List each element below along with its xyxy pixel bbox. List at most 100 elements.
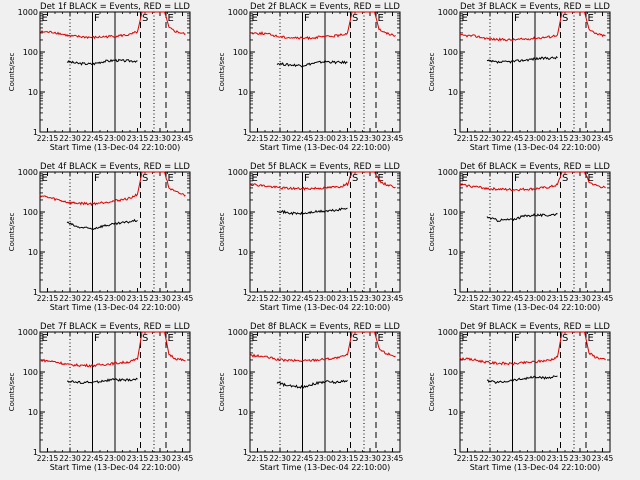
x-tick-label: 23:45 xyxy=(592,134,614,143)
series-line-events xyxy=(486,375,558,385)
x-tick-label: 22:30 xyxy=(59,454,81,463)
event-marker-label: E xyxy=(42,13,48,24)
x-tick-label: 22:15 xyxy=(457,294,479,303)
y-tick-label: 10 xyxy=(448,408,458,417)
y-axis-label: Counts/sec xyxy=(218,373,226,412)
y-tick-label: 1000 xyxy=(18,8,38,17)
x-tick-label: 22:45 xyxy=(82,294,104,303)
detector-panel: Det 8f BLACK = Events, RED = LLD 1 10 100 10… xyxy=(218,322,404,472)
y-tick-label: 1 xyxy=(33,288,38,297)
series-line-events xyxy=(486,55,558,64)
panel-title: Det 2f BLACK = Events, RED = LLD xyxy=(250,2,400,12)
series-line-lld xyxy=(249,331,396,363)
y-tick-label: 1000 xyxy=(18,168,38,177)
event-marker-label: S xyxy=(142,13,148,24)
series-line-lld xyxy=(39,11,186,40)
y-axis-label: Counts/sec xyxy=(218,213,226,252)
x-tick-label: 23:15 xyxy=(127,134,149,143)
event-marker-label: E xyxy=(252,333,258,344)
y-tick-label: 1 xyxy=(453,448,458,457)
y-tick-label: 10 xyxy=(448,88,458,97)
x-axis-label: Start Time (13-Dec-04 22:10:00) xyxy=(50,463,181,472)
x-tick-label: 23:00 xyxy=(314,294,336,303)
x-tick-label: 23:30 xyxy=(569,454,591,463)
y-tick-label: 100 xyxy=(443,208,458,217)
detector-panel: Det 7f BLACK = Events, RED = LLD 1 10 100 10… xyxy=(8,322,194,472)
x-tick-label: 22:15 xyxy=(37,134,59,143)
event-marker-label: E xyxy=(462,333,468,344)
series-line-events xyxy=(66,58,138,66)
detector-panel: Det 4f BLACK = Events, RED = LLD 1 10 100 10… xyxy=(8,162,194,312)
x-tick-label: 22:30 xyxy=(59,134,81,143)
x-tick-label: 23:15 xyxy=(337,294,359,303)
y-axis-label: Counts/sec xyxy=(428,213,436,252)
x-tick-label: 23:30 xyxy=(569,294,591,303)
x-tick-label: 23:00 xyxy=(524,454,546,463)
event-marker-label: S xyxy=(352,333,358,344)
y-tick-label: 10 xyxy=(28,88,38,97)
y-tick-label: 1000 xyxy=(228,328,248,337)
y-tick-label: 100 xyxy=(23,208,38,217)
y-tick-label: 1000 xyxy=(228,168,248,177)
event-marker-label: F xyxy=(94,333,100,344)
x-tick-label: 23:15 xyxy=(337,454,359,463)
y-tick-label: 1000 xyxy=(438,8,458,17)
detector-panel: Det 1f BLACK = Events, RED = LLD 1 10 100 10… xyxy=(8,2,194,152)
x-axis-label: Start Time (13-Dec-04 22:10:00) xyxy=(50,143,181,152)
x-tick-label: 22:45 xyxy=(82,134,104,143)
x-axis-label: Start Time (13-Dec-04 22:10:00) xyxy=(260,463,391,472)
x-tick-label: 22:15 xyxy=(37,294,59,303)
event-marker-label: S xyxy=(562,173,568,184)
x-tick-label: 23:45 xyxy=(382,134,404,143)
event-marker-label: E xyxy=(462,173,468,184)
panel-title: Det 6f BLACK = Events, RED = LLD xyxy=(460,162,610,172)
panel-title: Det 8f BLACK = Events, RED = LLD xyxy=(250,322,400,332)
x-axis-label: Start Time (13-Dec-04 22:10:00) xyxy=(470,463,601,472)
y-tick-label: 1000 xyxy=(228,8,248,17)
x-tick-label: 22:45 xyxy=(502,294,524,303)
x-tick-label: 23:30 xyxy=(359,134,381,143)
x-tick-label: 22:15 xyxy=(457,454,479,463)
event-marker-label: E xyxy=(168,173,174,184)
x-tick-label: 22:30 xyxy=(59,294,81,303)
x-tick-label: 22:15 xyxy=(37,454,59,463)
y-tick-label: 10 xyxy=(238,248,248,257)
x-tick-label: 22:15 xyxy=(247,294,269,303)
x-axis-label: Start Time (13-Dec-04 22:10:00) xyxy=(470,303,601,312)
x-axis-label: Start Time (13-Dec-04 22:10:00) xyxy=(50,303,181,312)
x-tick-label: 22:30 xyxy=(269,294,291,303)
y-tick-label: 1 xyxy=(453,288,458,297)
event-marker-label: E xyxy=(168,333,174,344)
detector-panel: Det 6f BLACK = Events, RED = LLD 1 10 100 10… xyxy=(428,162,614,312)
x-tick-label: 23:45 xyxy=(592,454,614,463)
event-marker-label: S xyxy=(562,333,568,344)
event-marker-label: E xyxy=(252,173,258,184)
y-axis-label: Counts/sec xyxy=(428,373,436,412)
x-tick-label: 22:30 xyxy=(479,454,501,463)
x-tick-label: 23:30 xyxy=(149,294,171,303)
event-marker-label: S xyxy=(562,13,568,24)
panel-title: Det 4f BLACK = Events, RED = LLD xyxy=(40,162,190,172)
event-marker-label: E xyxy=(42,173,48,184)
event-marker-label: E xyxy=(378,173,384,184)
x-tick-label: 23:15 xyxy=(547,294,569,303)
event-marker-label: S xyxy=(352,173,358,184)
event-marker-label: E xyxy=(378,13,384,24)
event-marker-label: S xyxy=(142,333,148,344)
y-tick-label: 100 xyxy=(233,48,248,57)
y-tick-label: 10 xyxy=(238,88,248,97)
x-axis-label: Start Time (13-Dec-04 22:10:00) xyxy=(260,143,391,152)
x-tick-label: 22:45 xyxy=(502,134,524,143)
x-axis-label: Start Time (13-Dec-04 22:10:00) xyxy=(260,303,391,312)
event-marker-label: E xyxy=(168,13,174,24)
event-marker-label: E xyxy=(588,13,594,24)
x-tick-label: 23:00 xyxy=(524,294,546,303)
y-tick-label: 100 xyxy=(23,48,38,57)
event-marker-label: E xyxy=(462,13,468,24)
detector-panel: Det 9f BLACK = Events, RED = LLD 1 10 100 10… xyxy=(428,322,614,472)
x-tick-label: 23:30 xyxy=(149,134,171,143)
y-tick-label: 1 xyxy=(453,128,458,137)
x-tick-label: 23:30 xyxy=(149,454,171,463)
y-tick-label: 10 xyxy=(448,248,458,257)
